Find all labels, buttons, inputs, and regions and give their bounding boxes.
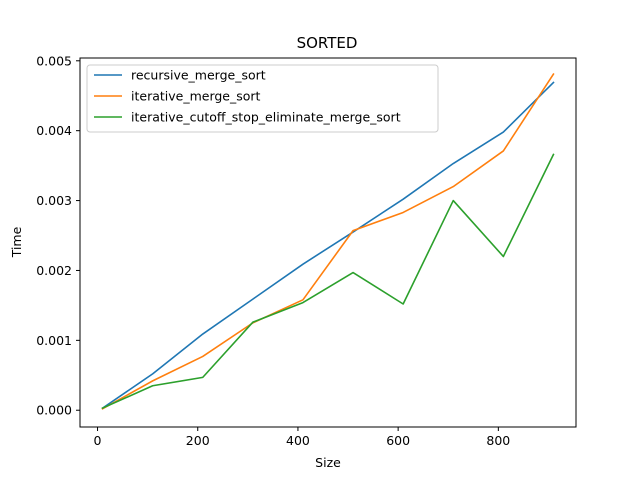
- series-line-0: [101, 81, 555, 410]
- x-axis: 0 200 400 600 800: [94, 427, 510, 448]
- legend: recursive_merge_sort iterative_merge_sort…: [86, 64, 439, 133]
- y-tick-label: 0.005: [36, 53, 72, 68]
- series-layer: [101, 72, 555, 410]
- y-tick-label: 0.000: [36, 403, 72, 418]
- x-tick-label: 0: [94, 433, 102, 448]
- y-tick-label: 0.001: [36, 333, 72, 348]
- y-tick-label: 0.002: [36, 263, 72, 278]
- legend-box: [86, 64, 439, 133]
- chart-title: SORTED: [297, 34, 358, 52]
- x-tick-label: 200: [186, 433, 210, 448]
- legend-label-1: iterative_merge_sort: [131, 89, 261, 104]
- plot-area-frame: [79, 57, 577, 428]
- x-tick-label: 600: [386, 433, 410, 448]
- y-tick-label: 0.003: [36, 193, 72, 208]
- legend-label-0: recursive_merge_sort: [131, 68, 266, 83]
- legend-entries: recursive_merge_sort iterative_merge_sort…: [94, 68, 401, 125]
- y-axis-label: Time: [9, 226, 24, 258]
- x-tick-label: 400: [286, 433, 310, 448]
- series-line-1: [101, 72, 555, 410]
- series-line-2: [101, 153, 555, 410]
- x-tick-label: 800: [486, 433, 510, 448]
- y-tick-label: 0.004: [36, 123, 72, 138]
- legend-label-2: iterative_cutoff_stop_eliminate_merge_so…: [131, 110, 401, 125]
- x-axis-label: Size: [315, 455, 341, 470]
- y-axis: 0.000 0.001 0.002 0.003 0.004 0.005: [36, 53, 80, 418]
